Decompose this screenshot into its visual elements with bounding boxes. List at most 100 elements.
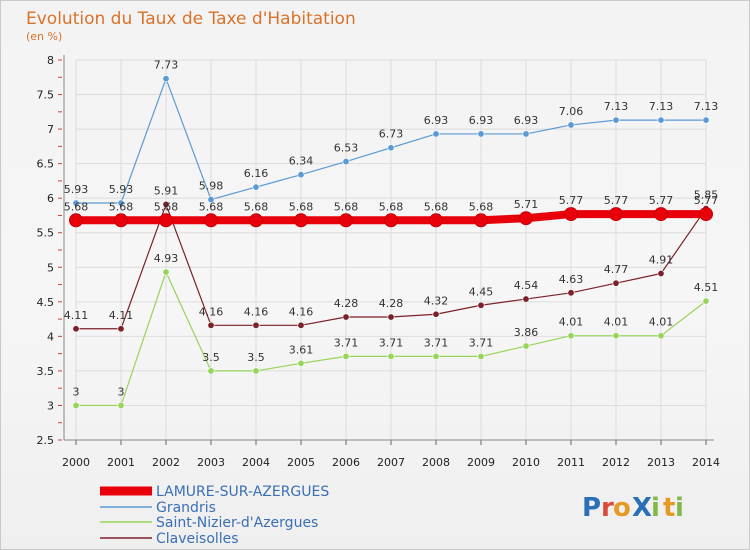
data-point <box>519 211 533 226</box>
data-point <box>657 269 665 277</box>
x-tick-label: 2003 <box>197 456 225 469</box>
y-tick-label: 8 <box>47 54 54 67</box>
data-label: 3 <box>73 385 80 398</box>
data-point <box>117 199 125 207</box>
data-point <box>252 183 260 191</box>
data-point <box>609 207 623 222</box>
data-point <box>522 342 530 350</box>
data-point <box>204 213 218 228</box>
data-label: 5.71 <box>514 198 539 211</box>
data-label: 6.93 <box>514 114 539 127</box>
data-label: 5.68 <box>244 200 269 213</box>
data-label: 4.51 <box>694 281 719 294</box>
data-point <box>612 279 620 287</box>
x-tick-label: 2013 <box>647 456 675 469</box>
data-label: 5.68 <box>109 200 134 213</box>
data-label: 5.68 <box>424 200 449 213</box>
data-point <box>702 116 710 124</box>
data-label: 4.01 <box>559 316 584 329</box>
data-point <box>477 352 485 360</box>
legend-label: Claveisolles <box>156 531 239 547</box>
data-point <box>522 295 530 303</box>
data-label: 5.68 <box>64 200 89 213</box>
data-label: 5.68 <box>289 200 314 213</box>
logo-letter: r <box>601 493 614 523</box>
data-point <box>522 130 530 138</box>
data-point <box>297 359 305 367</box>
data-point <box>162 75 170 83</box>
y-tick-label: 7 <box>47 123 54 136</box>
data-point <box>657 332 665 340</box>
data-point <box>432 352 440 360</box>
data-label: 5.93 <box>64 183 89 196</box>
data-point <box>207 367 215 375</box>
legend-label: LAMURE-SUR-AZERGUES <box>156 484 329 500</box>
data-label: 3.71 <box>424 336 449 349</box>
series-lines <box>69 75 713 409</box>
data-point <box>384 213 398 228</box>
data-point <box>432 310 440 318</box>
data-point <box>387 144 395 152</box>
logo-letter: X <box>632 493 652 523</box>
y-tick-label: 3 <box>47 399 54 412</box>
data-label: 4.01 <box>604 316 629 329</box>
data-label: 7.13 <box>694 100 719 113</box>
data-point <box>387 352 395 360</box>
data-point <box>249 213 263 228</box>
data-label: 5.93 <box>109 183 134 196</box>
data-label: 7.73 <box>154 59 179 72</box>
data-label: 6.73 <box>379 128 404 141</box>
legend: LAMURE-SUR-AZERGUESGrandrisSaint-Nizier-… <box>100 484 329 547</box>
data-point <box>294 213 308 228</box>
data-label: 4.16 <box>199 305 224 318</box>
data-label: 5.68 <box>379 200 404 213</box>
data-label: 4.16 <box>289 305 314 318</box>
axes: 2.5 3 3.5 4 4.5 5 5.5 6 6.5 7 7.5 8 2000 2001 2002 2003… <box>37 54 721 469</box>
data-label: 6.93 <box>424 114 449 127</box>
x-tick-label: 2014 <box>692 456 720 469</box>
data-point <box>342 313 350 321</box>
data-label: 3 <box>118 385 125 398</box>
data-label: 5.68 <box>334 200 359 213</box>
data-point <box>477 130 485 138</box>
data-point <box>567 289 575 297</box>
data-point <box>567 332 575 340</box>
data-label: 3.71 <box>469 336 494 349</box>
data-label: 5.77 <box>604 194 629 207</box>
x-tick-label: 2009 <box>467 456 495 469</box>
data-label: 5.77 <box>559 194 584 207</box>
data-point <box>162 200 170 208</box>
data-point <box>207 196 215 204</box>
data-label: 3.5 <box>247 351 265 364</box>
data-point <box>114 213 128 228</box>
data-label: 5.68 <box>469 200 494 213</box>
data-point <box>162 268 170 276</box>
data-label: 4.11 <box>64 309 89 322</box>
y-tick-label: 5.5 <box>37 227 55 240</box>
y-tick-label: 6 <box>47 192 54 205</box>
y-tick-label: 4.5 <box>37 296 55 309</box>
data-point <box>702 297 710 305</box>
data-label: 3.71 <box>334 336 359 349</box>
data-point <box>72 401 80 409</box>
data-label: 3.86 <box>514 326 539 339</box>
data-point <box>699 207 713 222</box>
x-tick-label: 2006 <box>332 456 360 469</box>
y-tick-label: 6.5 <box>37 158 55 171</box>
y-tick-label: 2.5 <box>37 434 55 447</box>
data-point <box>657 116 665 124</box>
x-tick-label: 2007 <box>377 456 405 469</box>
data-label: 4.01 <box>649 316 674 329</box>
data-label: 5.98 <box>199 180 224 193</box>
data-label: 4.28 <box>334 297 359 310</box>
data-point <box>612 116 620 124</box>
data-label: 5.77 <box>694 194 719 207</box>
legend-label: Grandris <box>156 500 216 516</box>
data-point <box>477 301 485 309</box>
data-label: 4.16 <box>244 305 269 318</box>
data-point <box>159 213 173 228</box>
x-tick-label: 2001 <box>107 456 135 469</box>
